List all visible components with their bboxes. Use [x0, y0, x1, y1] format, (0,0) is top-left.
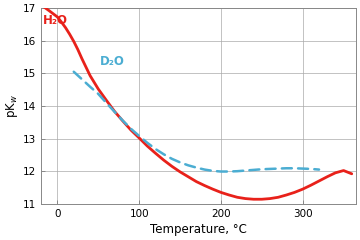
X-axis label: Temperature, °C: Temperature, °C [150, 223, 247, 236]
Text: H₂O: H₂O [43, 14, 68, 27]
Y-axis label: pK$_w$: pK$_w$ [4, 94, 20, 118]
Text: D₂O: D₂O [100, 55, 125, 68]
